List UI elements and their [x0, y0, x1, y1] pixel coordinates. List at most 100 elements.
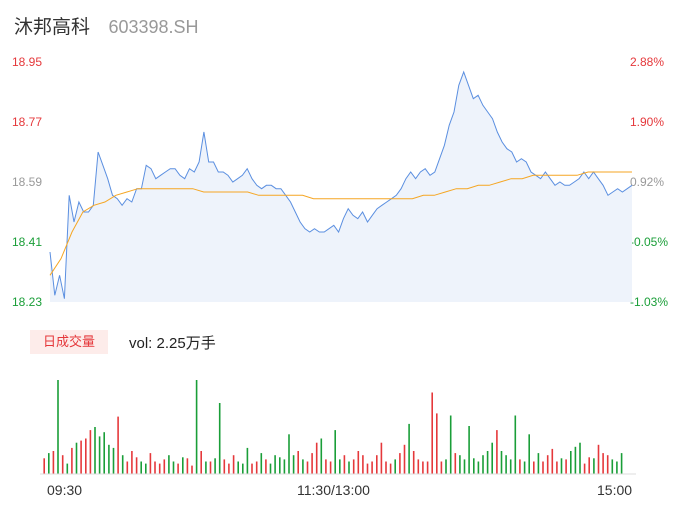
volume-bar — [537, 453, 540, 474]
volume-bar — [473, 458, 475, 474]
volume-bar — [145, 463, 147, 474]
y-tick-label: 18.23 — [12, 295, 43, 309]
volume-bar — [597, 444, 600, 474]
volume-bar — [172, 461, 175, 474]
volume-bar — [491, 442, 493, 474]
volume-bar — [163, 459, 166, 474]
volume-bar — [117, 416, 119, 474]
volume-bar — [533, 461, 535, 474]
price-line — [49, 70, 633, 299]
volume-bar — [436, 413, 438, 474]
volume-bar — [542, 461, 544, 474]
volume-bar — [482, 455, 484, 474]
volume-bar — [496, 430, 498, 474]
volume-bar — [98, 436, 101, 474]
volume-bar — [288, 434, 290, 474]
volume-bar — [500, 451, 503, 474]
volume-bar — [154, 461, 156, 474]
volume-bar — [315, 442, 318, 474]
volume-bar — [389, 463, 392, 474]
y-tick-label: 18.95 — [12, 55, 43, 69]
volume-bar — [399, 453, 401, 474]
volume-bar — [121, 455, 124, 474]
volume-bar — [339, 459, 341, 474]
stock-code: 603398.SH — [108, 17, 199, 37]
volume-bar — [140, 461, 142, 474]
volume-bar — [260, 453, 263, 474]
volume-bar — [177, 463, 179, 474]
volume-bar — [343, 455, 346, 474]
volume-bar — [75, 442, 78, 474]
volume-bar — [242, 463, 244, 474]
volume-bar — [477, 461, 480, 474]
average-line — [49, 171, 632, 276]
volume-bar — [380, 442, 383, 474]
volume-bar — [509, 459, 512, 474]
volume-bar — [579, 442, 581, 474]
volume-bar — [449, 415, 452, 474]
volume-bar — [486, 451, 489, 474]
volume-tab[interactable]: 日成交量 — [30, 330, 108, 354]
volume-bar — [565, 459, 567, 474]
volume-bar — [422, 461, 424, 474]
price-area — [50, 72, 632, 302]
y-tick-label: 18.77 — [12, 115, 43, 129]
volume-bar — [311, 453, 313, 474]
volume-bar — [463, 459, 466, 474]
volume-bar — [426, 461, 429, 474]
volume-bar — [200, 451, 202, 474]
volume-bar — [519, 459, 521, 474]
volume-bar — [412, 451, 415, 474]
volume-bar — [209, 461, 212, 474]
volume-bar — [279, 457, 281, 474]
x-tick-label: 11:30/13:00 — [297, 482, 370, 498]
volume-bar — [274, 455, 276, 474]
volume-bar — [352, 459, 355, 474]
volume-bar — [168, 455, 170, 474]
volume-bar — [297, 451, 299, 474]
volume-bar — [606, 455, 609, 474]
volume-bar — [131, 451, 133, 474]
y-percent-label: -1.03% — [630, 295, 669, 309]
volume-bar — [89, 430, 92, 474]
volume-bar — [366, 463, 369, 474]
volume-bar — [394, 459, 396, 474]
volume-bar — [158, 463, 161, 474]
volume-bar — [43, 458, 45, 474]
volume-bar — [546, 455, 549, 474]
volume-bar — [371, 461, 373, 474]
y-percent-label: 2.88% — [630, 55, 665, 69]
volume-bar — [459, 455, 461, 474]
y-percent-label: -0.05% — [630, 235, 669, 249]
volume-bar — [251, 463, 253, 474]
volume-bar — [385, 461, 387, 474]
volume-bar — [228, 463, 230, 474]
volume-bar — [616, 461, 618, 474]
stock-header: 沐邦高科 603398.SH — [14, 12, 199, 40]
volume-bar — [85, 438, 87, 474]
volume-bar — [255, 461, 258, 474]
volume-bar — [61, 455, 64, 474]
volume-bar — [334, 430, 336, 474]
volume-bar — [191, 465, 193, 474]
volume-bar — [574, 446, 577, 474]
volume-bar — [94, 427, 96, 474]
volume-bar — [560, 458, 563, 474]
y-percent-label: 0.92% — [630, 175, 665, 189]
volume-bar — [408, 423, 410, 474]
volume-bar — [52, 451, 55, 474]
volume-bar — [523, 461, 526, 474]
volume-bar — [431, 392, 433, 474]
volume-bar — [588, 457, 590, 474]
y-tick-label: 18.41 — [12, 235, 43, 249]
volume-bar — [445, 459, 447, 474]
volume-bar — [186, 458, 189, 474]
volume-bar — [71, 447, 73, 474]
volume-bar — [454, 453, 457, 474]
volume-bar — [302, 459, 304, 474]
volume-bar — [48, 453, 50, 474]
volume-bar — [135, 457, 138, 474]
volume-bar — [283, 459, 286, 474]
volume-bar — [112, 447, 115, 474]
